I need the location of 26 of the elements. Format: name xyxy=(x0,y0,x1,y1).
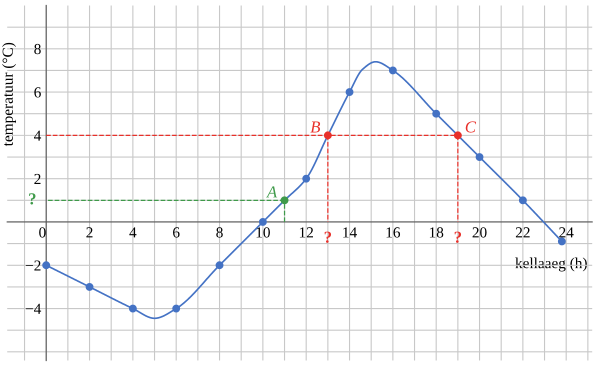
x-tick-label: 24 xyxy=(559,227,574,238)
annotation: B xyxy=(310,122,320,132)
x-tick-label: 22 xyxy=(516,227,530,238)
x-tick-label: 0 xyxy=(39,227,46,238)
x-tick-label: 20 xyxy=(472,227,487,238)
y-tick-label: 2 xyxy=(34,174,40,184)
y-axis-title: temperatuur (°C) xyxy=(2,42,16,146)
x-tick-label: 18 xyxy=(430,227,444,238)
x-tick-label: 6 xyxy=(173,227,180,238)
y-tick-label: −4 xyxy=(26,304,42,314)
x-tick-label: 4 xyxy=(129,227,136,238)
x-tick-label: 16 xyxy=(386,227,400,238)
y-tick-label: −2 xyxy=(26,260,40,271)
annotation: ? xyxy=(29,193,36,205)
annotation: C xyxy=(466,121,476,133)
x-tick-label: 8 xyxy=(216,227,223,238)
annotation: A xyxy=(266,186,278,198)
x-tick-label: 14 xyxy=(343,227,357,238)
annotation: ? xyxy=(324,232,332,243)
y-tick-label: 8 xyxy=(34,44,41,54)
x-tick-label: 2 xyxy=(86,227,93,238)
annotation: ? xyxy=(454,232,462,243)
x-tick-label: 12 xyxy=(300,227,313,238)
y-tick-label: 4 xyxy=(34,130,42,141)
y-tick-label: 6 xyxy=(34,87,41,98)
x-tick-label: 10 xyxy=(256,227,270,238)
